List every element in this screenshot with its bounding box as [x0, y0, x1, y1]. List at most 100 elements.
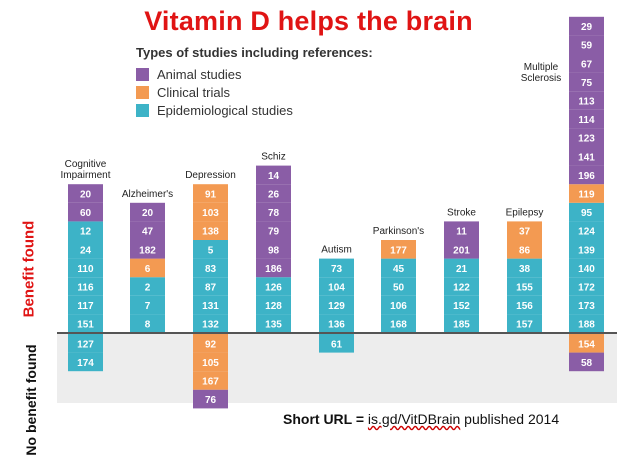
data-label-no-benefit-multiple-sclerosis-154: 154	[578, 339, 595, 350]
data-label-cognitive-impairment-12: 12	[80, 227, 92, 238]
bar-segment-multiple-sclerosis-29	[569, 16, 604, 36]
data-label-stroke-152: 152	[453, 301, 470, 312]
bar-segment-alzheimer-s-20	[130, 202, 165, 222]
data-label-multiple-sclerosis-114: 114	[578, 115, 595, 126]
data-label-multiple-sclerosis-140: 140	[578, 264, 595, 275]
data-label-cognitive-impairment-110: 110	[77, 264, 94, 275]
bar-segment-multiple-sclerosis-172	[569, 277, 604, 296]
data-label-no-benefit-multiple-sclerosis-58: 58	[581, 358, 593, 369]
data-label-no-benefit-depression-92: 92	[205, 339, 217, 350]
bar-segment-stroke-185	[444, 314, 479, 333]
bar-segment-parkinson-s-106	[381, 295, 416, 315]
category-label-cognitive-impairment: Cognitive Impairment	[60, 159, 110, 181]
bar-segment-depression-5	[193, 240, 228, 259]
data-label-alzheimer-s-2: 2	[145, 283, 151, 294]
bar-segment-cognitive-impairment-116	[68, 277, 103, 296]
bar-segment-alzheimer-s-6	[130, 258, 165, 278]
bar-segment-multiple-sclerosis-114	[569, 109, 604, 129]
bar-segment-alzheimer-s-7	[130, 295, 165, 315]
bar-segment-no-benefit-cognitive-impairment-127	[68, 334, 103, 353]
data-label-depression-131: 131	[202, 301, 219, 312]
data-label-schiz-135: 135	[265, 320, 282, 331]
bar-segment-alzheimer-s-8	[130, 314, 165, 333]
bar-segment-cognitive-impairment-117	[68, 295, 103, 315]
bar-segment-depression-83	[193, 258, 228, 278]
bar-segment-depression-103	[193, 202, 228, 222]
bar-segment-cognitive-impairment-60	[68, 202, 103, 222]
data-label-autism-73: 73	[331, 264, 343, 275]
published-text: published 2014	[464, 411, 560, 427]
data-label-autism-104: 104	[328, 283, 345, 294]
data-label-alzheimer-s-6: 6	[145, 264, 151, 275]
category-label-depression: Depression	[185, 170, 236, 181]
data-label-alzheimer-s-20: 20	[142, 208, 154, 219]
bar-segment-multiple-sclerosis-113	[569, 91, 604, 110]
bar-segment-multiple-sclerosis-124	[569, 221, 604, 240]
bar-segment-no-benefit-multiple-sclerosis-154	[569, 334, 604, 353]
bar-segment-depression-131	[193, 295, 228, 315]
data-label-multiple-sclerosis-67: 67	[581, 59, 593, 70]
data-label-alzheimer-s-47: 47	[142, 227, 154, 238]
data-label-schiz-14: 14	[268, 171, 280, 182]
data-label-multiple-sclerosis-188: 188	[578, 320, 595, 331]
bar-segment-autism-136	[319, 314, 354, 333]
bar-segment-parkinson-s-50	[381, 277, 416, 296]
bar-segment-stroke-21	[444, 258, 479, 278]
bar-segment-stroke-201	[444, 240, 479, 259]
data-label-multiple-sclerosis-124: 124	[578, 227, 595, 238]
data-label-parkinson-s-177: 177	[390, 245, 407, 256]
data-label-multiple-sclerosis-59: 59	[581, 41, 593, 52]
data-label-multiple-sclerosis-141: 141	[578, 152, 595, 163]
bar-segment-depression-138	[193, 221, 228, 240]
data-label-depression-138: 138	[202, 227, 219, 238]
bar-segment-multiple-sclerosis-67	[569, 54, 604, 73]
bar-segment-schiz-78	[256, 202, 291, 222]
bar-segment-no-benefit-depression-167	[193, 371, 228, 390]
data-label-epilepsy-37: 37	[519, 227, 531, 238]
data-label-multiple-sclerosis-119: 119	[578, 190, 595, 201]
bar-segment-cognitive-impairment-24	[68, 240, 103, 259]
data-label-stroke-201: 201	[453, 245, 470, 256]
data-label-no-benefit-cognitive-impairment-127: 127	[77, 339, 94, 350]
data-label-schiz-186: 186	[265, 264, 282, 275]
legend-swatch-clinical	[136, 86, 149, 99]
bar-segment-schiz-186	[256, 258, 291, 278]
bar-segment-multiple-sclerosis-59	[569, 35, 604, 54]
bar-segment-no-benefit-cognitive-impairment-174	[68, 352, 103, 372]
data-label-no-benefit-depression-76: 76	[205, 395, 217, 406]
bar-segment-parkinson-s-168	[381, 314, 416, 333]
data-label-cognitive-impairment-24: 24	[80, 245, 92, 256]
data-label-depression-91: 91	[205, 190, 217, 201]
data-label-multiple-sclerosis-123: 123	[578, 134, 595, 145]
bar-segment-cognitive-impairment-110	[68, 258, 103, 278]
bar-segment-depression-87	[193, 277, 228, 296]
data-label-stroke-122: 122	[453, 283, 470, 294]
data-label-stroke-21: 21	[456, 264, 468, 275]
legend-title: Types of studies including references:	[136, 45, 373, 60]
bar-segment-no-benefit-depression-105	[193, 352, 228, 372]
data-label-no-benefit-depression-105: 105	[202, 358, 219, 369]
data-label-depression-87: 87	[205, 283, 217, 294]
bar-segment-epilepsy-155	[507, 277, 542, 296]
bar-segment-stroke-11	[444, 221, 479, 240]
bar-segment-schiz-98	[256, 240, 291, 259]
short-url-link[interactable]: is.gd/VitDBrain	[367, 411, 461, 427]
bar-segment-epilepsy-37	[507, 221, 542, 240]
bar-segment-no-benefit-depression-76	[193, 389, 228, 409]
legend-item-clinical: Clinical trials	[136, 85, 230, 101]
legend-label-clinical: Clinical trials	[157, 85, 230, 100]
data-label-multiple-sclerosis-29: 29	[581, 22, 593, 33]
category-label-multiple-sclerosis: Multiple Sclerosis	[521, 62, 562, 84]
data-label-epilepsy-157: 157	[516, 320, 533, 331]
bar-segment-multiple-sclerosis-173	[569, 295, 604, 315]
data-label-multiple-sclerosis-196: 196	[578, 171, 595, 182]
bar-segment-multiple-sclerosis-119	[569, 184, 604, 203]
data-label-no-benefit-cognitive-impairment-174: 174	[77, 358, 94, 369]
bar-segment-alzheimer-s-2	[130, 277, 165, 296]
data-label-no-benefit-autism-61: 61	[331, 339, 343, 350]
category-label-stroke: Stroke	[447, 207, 476, 218]
bar-segment-autism-73	[319, 258, 354, 278]
bar-segment-cognitive-impairment-20	[68, 184, 103, 203]
bar-segment-epilepsy-38	[507, 258, 542, 278]
data-label-multiple-sclerosis-172: 172	[578, 283, 595, 294]
